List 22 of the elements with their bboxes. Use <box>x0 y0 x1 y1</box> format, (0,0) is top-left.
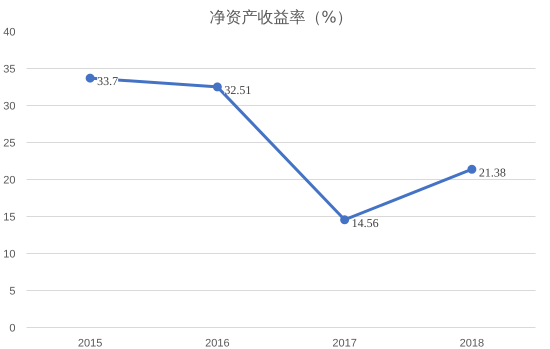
data-label: 33.7 <box>97 74 118 88</box>
point <box>467 164 476 174</box>
y-tick-label: 5 <box>9 286 16 298</box>
x-tick-label: 2017 <box>332 338 357 349</box>
point <box>340 215 350 224</box>
y-tick-label: 20 <box>3 174 16 186</box>
data-label: 14.56 <box>352 216 379 230</box>
x-tick-label: 2016 <box>205 338 230 349</box>
x-tick-label: 2015 <box>78 338 102 349</box>
point <box>212 82 222 92</box>
y-tick-label: 10 <box>3 248 16 260</box>
y-tick-label: 30 <box>3 100 16 112</box>
y-tick-label: 40 <box>3 26 16 38</box>
y-tick-label: 35 <box>3 64 16 76</box>
y-tick-label: 15 <box>3 212 16 224</box>
data-label: 32.51 <box>224 82 252 97</box>
y-tick-label: 0 <box>9 322 16 334</box>
data-label: 21.38 <box>478 165 506 180</box>
point <box>86 74 95 83</box>
y-tick-label: 25 <box>3 138 16 150</box>
x-tick-label: 2018 <box>460 338 484 349</box>
chart-title: 净资产收益率（%） <box>209 8 353 26</box>
